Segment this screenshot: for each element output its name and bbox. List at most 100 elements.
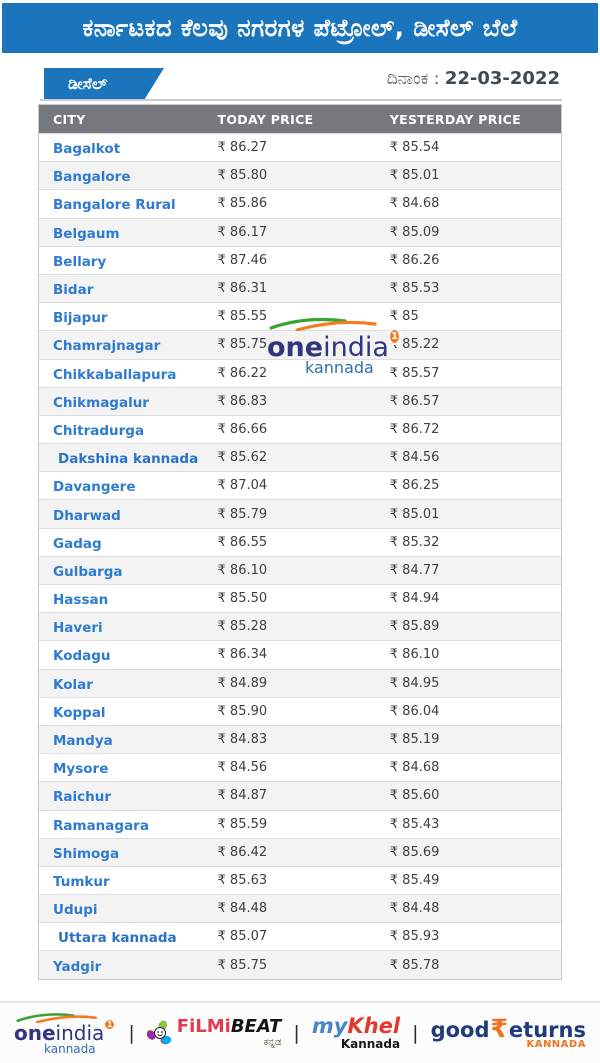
filmibeat-wordmark: FiLMiBEAT [177, 1018, 282, 1036]
tricolor-swoosh-icon [16, 1013, 98, 1023]
mykhel-wordmark: myKhel [311, 1013, 401, 1038]
city-link[interactable]: Raichur [53, 789, 112, 806]
city-link[interactable]: Udupi [53, 902, 98, 919]
city-link[interactable]: Bijapur [53, 310, 108, 327]
mykhel-logo[interactable]: myKhel Kannada [311, 1013, 401, 1051]
yesterday-price-cell: ₹ 86.72 [389, 421, 440, 437]
separator: | [293, 1022, 300, 1044]
today-price-cell: ₹ 84.48 [217, 901, 268, 917]
column-header-yesterday-price: YESTERDAY PRICE [389, 111, 521, 127]
city-cell: Mysore [39, 758, 218, 777]
city-link[interactable]: Dakshina kannada [58, 451, 199, 468]
sub-header: ಡೀಸೆಲ್ ದಿನಾಂಕ : 22-03-2022 [38, 63, 562, 101]
today-price-cell: ₹ 84.83 [217, 732, 268, 748]
oneindia-kannada-logo[interactable]: one india 1 kannada [14, 1011, 117, 1056]
city-cell: Tumkur [39, 871, 218, 890]
city-link[interactable]: Dharwad [53, 507, 121, 524]
city-cell: Gulbarga [39, 561, 218, 580]
yesterday-price-cell: ₹ 86.57 [389, 393, 440, 409]
city-link[interactable]: Bellary [53, 253, 107, 270]
city-link[interactable]: Yadgir [53, 958, 102, 975]
city-link[interactable]: Bagalkot [53, 141, 121, 158]
today-price-cell: ₹ 87.46 [217, 252, 268, 268]
table-row: Bidar ₹ 86.31 ₹ 85.53 [39, 273, 561, 303]
oneindia-wordmark: one india 1 [14, 1018, 117, 1043]
today-price-cell: ₹ 87.04 [217, 478, 268, 494]
city-cell: Raichur [39, 786, 218, 805]
table-row: Yadgir ₹ 85.75 ₹ 85.78 [39, 950, 561, 979]
today-price-cell: ₹ 86.31 [217, 281, 268, 297]
city-link[interactable]: Gadag [53, 535, 102, 552]
city-cell: Bellary [39, 251, 218, 270]
today-price-cell: ₹ 85.55 [217, 309, 268, 325]
today-price-cell: ₹ 84.89 [217, 675, 268, 691]
city-link[interactable]: Shimoga [53, 845, 120, 862]
city-link[interactable]: Mandya [53, 733, 113, 750]
city-link[interactable]: Chamrajnagar [53, 338, 161, 355]
yesterday-price-cell: ₹ 85.89 [389, 619, 440, 635]
today-price-cell: ₹ 85.07 [217, 929, 268, 945]
city-link[interactable]: Chitradurga [53, 422, 145, 439]
table-row: Shimoga ₹ 86.42 ₹ 85.69 [39, 837, 561, 866]
city-cell: Yadgir [39, 956, 218, 975]
table-row: Chitradurga ₹ 86.66 ₹ 86.72 [39, 414, 561, 444]
city-cell: Chamrajnagar [39, 335, 218, 354]
oneindia-kannada-text: kannada [44, 1042, 96, 1056]
diesel-tab-badge[interactable]: ಡೀಸೆಲ್ [44, 68, 164, 99]
city-cell: Dharwad [39, 505, 218, 524]
separator: | [128, 1022, 135, 1044]
city-link[interactable]: Kolar [53, 676, 93, 693]
table-row: Chamrajnagar ₹ 85.75 ₹ 85.22 [39, 330, 561, 359]
city-link[interactable]: Ramanagara [53, 817, 149, 834]
yesterday-price-cell: ₹ 84.48 [389, 901, 440, 917]
city-link[interactable]: Bangalore Rural [53, 197, 176, 214]
page-title: ಕರ್ನಾಟಕದ ಕೆಲವು ನಗರಗಳ ಪೆಟ್ರೋಲ್, ಡೀಸೆಲ್ ಬೆ… [82, 14, 518, 42]
table-row: Kolar ₹ 84.89 ₹ 84.95 [39, 668, 561, 697]
table-row: Gulbarga ₹ 86.10 ₹ 84.77 [39, 555, 561, 584]
yesterday-price-cell: ₹ 85.22 [389, 337, 440, 353]
city-link[interactable]: Gulbarga [53, 563, 123, 580]
today-price-cell: ₹ 85.75 [217, 957, 268, 973]
page-title-bar: ಕರ್ನಾಟಕದ ಕೆಲವು ನಗರಗಳ ಪೆಟ್ರೋಲ್, ಡೀಸೆಲ್ ಬೆ… [2, 3, 598, 53]
date-display: ದಿನಾಂಕ : 22-03-2022 [387, 68, 560, 89]
yesterday-price-cell: ₹ 85.01 [389, 506, 440, 522]
goodreturns-logo[interactable]: good ₹ eturns KANNADA [431, 1016, 586, 1050]
city-link[interactable]: Kodagu [53, 648, 111, 665]
mykhel-my-text: my [311, 1013, 348, 1038]
table-row: Gadag ₹ 86.55 ₹ 85.32 [39, 527, 561, 556]
filmibeat-logo[interactable]: FiLMiBEAT ಕನ್ನಡ [146, 1018, 282, 1048]
table-row: Chikkaballapura ₹ 86.22 ₹ 85.57 [39, 358, 561, 387]
today-price-cell: ₹ 86.22 [217, 365, 268, 381]
today-price-cell: ₹ 86.42 [217, 844, 268, 860]
yesterday-price-cell: ₹ 85.49 [389, 872, 440, 888]
yesterday-price-cell: ₹ 85.09 [389, 224, 440, 240]
city-cell: Chikmagalur [39, 392, 218, 411]
table-row: Dharwad ₹ 85.79 ₹ 85.01 [39, 499, 561, 528]
yesterday-price-cell: ₹ 85.78 [389, 957, 440, 973]
today-price-cell: ₹ 86.66 [217, 421, 268, 437]
city-link[interactable]: Bidar [53, 282, 94, 299]
oneindia-1-badge-icon: 1 [103, 1018, 117, 1031]
city-link[interactable]: Chikkaballapura [53, 366, 177, 383]
city-link[interactable]: Bangalore [53, 169, 131, 186]
city-link[interactable]: Belgaum [53, 225, 120, 242]
yesterday-price-cell: ₹ 86.26 [389, 252, 440, 268]
table-row: Bijapur ₹ 85.55 ₹ 85 [39, 302, 561, 331]
today-price-cell: ₹ 86.17 [217, 224, 268, 240]
city-cell: Kodagu [39, 645, 218, 664]
city-link[interactable]: Koppal [53, 704, 106, 721]
city-link[interactable]: Davangere [53, 479, 136, 496]
yesterday-price-cell: ₹ 85.57 [389, 365, 440, 381]
city-link[interactable]: Tumkur [53, 873, 110, 890]
city-link[interactable]: Haveri [53, 620, 103, 637]
city-link[interactable]: Chikmagalur [53, 394, 149, 411]
city-link[interactable]: Hassan [53, 592, 109, 609]
mykhel-khel-text: Khel [347, 1013, 401, 1038]
table-row: Mysore ₹ 84.56 ₹ 84.68 [39, 753, 561, 782]
city-link[interactable]: Uttara kannada [58, 930, 177, 947]
column-header-today-price: TODAY PRICE [217, 111, 314, 127]
city-link[interactable]: Mysore [53, 761, 109, 778]
city-cell: Hassan [39, 589, 218, 608]
yesterday-price-cell: ₹ 85.32 [389, 534, 440, 550]
yesterday-price-cell: ₹ 86.25 [389, 478, 440, 494]
